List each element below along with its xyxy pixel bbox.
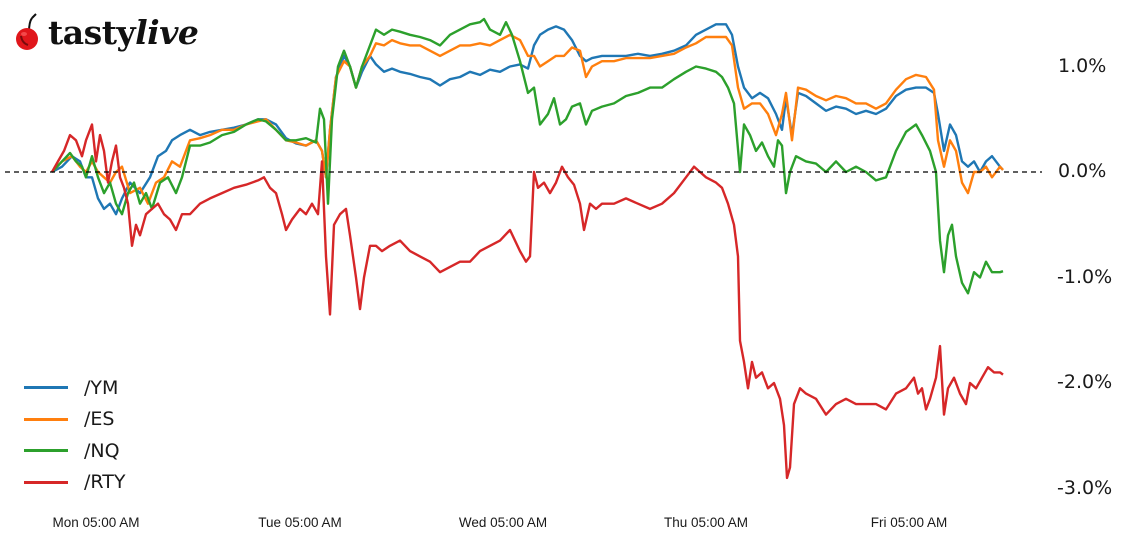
y-tick-label: -3.0% — [1057, 476, 1113, 499]
legend-label: /NQ — [84, 439, 120, 462]
logo-wordmark: tastylive — [48, 12, 199, 52]
legend-swatch — [24, 449, 68, 453]
y-tick-label: -2.0% — [1057, 371, 1113, 393]
logo-prefix: tasty — [48, 12, 136, 52]
legend-label: /YM — [84, 376, 119, 399]
legend-item-nq: /NQ — [24, 435, 125, 467]
legend-swatch — [24, 386, 68, 390]
legend-label: /RTY — [84, 471, 126, 494]
series-layer — [50, 17, 1004, 480]
legend-item-ym: /YM — [24, 372, 125, 404]
x-tick-label: Fri 05:00 AM — [870, 515, 948, 530]
series-line-es — [51, 33, 1004, 205]
x-tick-label: Wed 05:00 AM — [458, 515, 548, 530]
y-tick-label: 1.0% — [1058, 54, 1107, 77]
legend: /YM/ES/NQ/RTY — [24, 372, 125, 498]
logo-suffix: live — [135, 12, 199, 52]
x-tick-label: Mon 05:00 AM — [52, 515, 140, 530]
series-line-rty — [50, 123, 1004, 480]
series-line-nq — [51, 17, 1004, 295]
legend-item-rty: /RTY — [24, 467, 125, 499]
x-tick-label: Tue 05:00 AM — [258, 515, 342, 530]
y-tick-label: -1.0% — [1057, 265, 1113, 288]
legend-item-es: /ES — [24, 404, 125, 436]
y-tick-label: 0.0% — [1058, 160, 1107, 182]
series-line-ym — [51, 23, 1004, 216]
tastylive-logo: tastylive — [12, 10, 199, 54]
x-tick-label: Thu 05:00 AM — [663, 515, 749, 530]
legend-label: /ES — [84, 408, 115, 431]
cherry-icon — [16, 13, 38, 50]
legend-swatch — [24, 480, 68, 484]
legend-swatch — [24, 417, 68, 421]
